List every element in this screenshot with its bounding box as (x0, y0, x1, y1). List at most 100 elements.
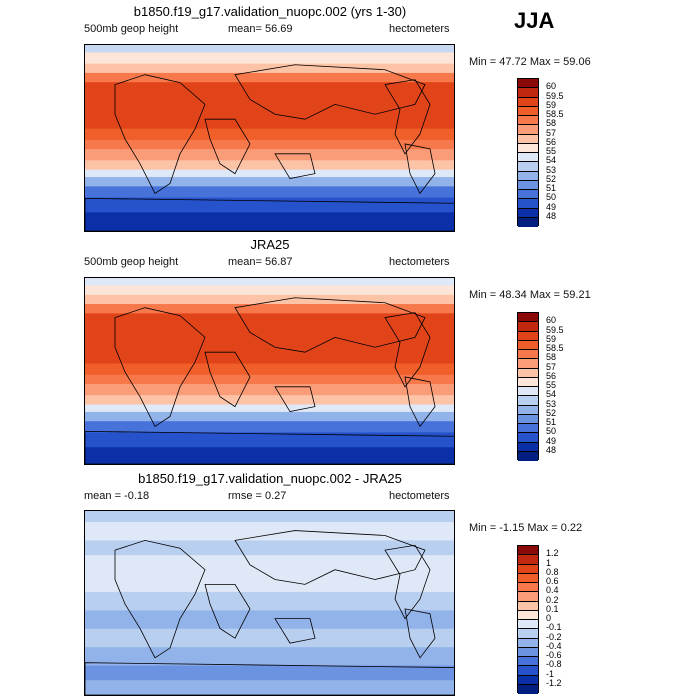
coastline (85, 197, 454, 231)
colorbar-tick-label: 49 (546, 201, 557, 212)
colorbar-swatch (518, 610, 538, 620)
colorbar-swatch (518, 97, 538, 107)
colorbar-swatch (518, 217, 538, 227)
colorbar-swatch (518, 340, 538, 350)
coastline (274, 618, 316, 644)
field-band (85, 294, 454, 305)
colorbar-swatch (518, 396, 538, 406)
coastline (114, 74, 206, 194)
colorbar-tick-label: 60 (546, 315, 557, 326)
field-band (85, 278, 454, 286)
field-band (85, 212, 454, 231)
colorbar-swatch (518, 638, 538, 648)
coastline (274, 153, 316, 180)
panel2-variable-label: 500mb geop height (84, 256, 179, 268)
field-band (85, 63, 454, 74)
colorbar-tick-label: 0.8 (546, 566, 559, 577)
panel2-map (84, 277, 455, 465)
panel1-minmax: Min = 47.72 Max = 59.06 (469, 56, 591, 68)
field-band (85, 72, 454, 83)
field-band (85, 395, 454, 405)
colorbar-swatch (518, 88, 538, 98)
field-band (85, 680, 454, 695)
field-band (85, 304, 454, 314)
map-field-2 (85, 278, 454, 464)
colorbar-tick-label: 53 (546, 164, 557, 175)
colorbar-swatch (518, 208, 538, 218)
field-band (85, 363, 454, 376)
field-band (85, 128, 454, 141)
colorbar-tick-label: 1 (546, 557, 552, 568)
colorbar-tick-label: -0.2 (546, 631, 562, 642)
field-band (85, 139, 454, 150)
panel2-units: hectometers (389, 256, 450, 268)
panel1-units: hectometers (389, 23, 450, 35)
coastline (204, 351, 251, 408)
colorbar-tick-label: 57 (546, 361, 557, 372)
colorbar-swatch (518, 143, 538, 153)
field-band (85, 186, 454, 199)
field-band (85, 82, 454, 130)
field-band (85, 313, 454, 365)
colorbar-swatch (518, 583, 538, 593)
colorbar-tick-label: 59.5 (546, 324, 564, 335)
colorbar-tick-label: 58.5 (546, 343, 564, 353)
field-band (85, 169, 454, 178)
coastline (404, 376, 436, 428)
panel3-rmse: rmse = 0.27 (228, 490, 287, 502)
colorbar-tick-label: 49 (546, 435, 557, 446)
colorbar-tick-label: 51 (546, 417, 557, 427)
colorbar-swatch (518, 162, 538, 172)
colorbar-tick-label: -0.1 (546, 622, 562, 633)
coastline (204, 118, 251, 175)
colorbar-tick-label: 55 (546, 380, 557, 390)
panel3-units: hectometers (389, 490, 450, 502)
colorbar-tick-label: -1.2 (546, 677, 562, 688)
colorbar-tick-label: 58 (546, 352, 557, 363)
coastline (85, 662, 454, 695)
field-band (85, 647, 454, 667)
field-band (85, 628, 454, 648)
coastline (114, 307, 206, 427)
colorbar-tick-label: 58.5 (546, 109, 564, 119)
field-band (85, 665, 454, 681)
colorbar-tick-label: 57 (546, 127, 557, 138)
colorbar-swatch (518, 322, 538, 332)
colorbar-tick-label: -0.8 (546, 659, 562, 670)
colorbar-tick-label: 50 (546, 192, 557, 203)
coastline (274, 386, 316, 413)
colorbar-swatch (518, 424, 538, 434)
colorbar-tick-label: 48 (546, 210, 557, 221)
field-band (85, 374, 454, 385)
map-field-1 (85, 45, 454, 231)
coastline (384, 312, 431, 388)
panel2-mean: mean= 56.87 (228, 256, 293, 268)
colorbar-tick-label: 0.1 (546, 603, 559, 614)
colorbar-swatch (518, 134, 538, 144)
field-band (85, 522, 454, 541)
colorbar-swatch (518, 377, 538, 387)
colorbar-swatch (518, 199, 538, 209)
panel3-title: b1850.f19_g17.validation_nuopc.002 - JRA… (138, 471, 402, 486)
colorbar-tick-label: 0.6 (546, 576, 559, 586)
colorbar-tick-label: 56 (546, 370, 557, 381)
panel3-mean: mean = -0.18 (84, 490, 150, 502)
field-band (85, 447, 454, 464)
colorbar-swatch (518, 190, 538, 200)
field-band (85, 384, 454, 396)
colorbar-swatch (518, 116, 538, 126)
colorbar-swatch (518, 153, 538, 163)
coastline (234, 64, 426, 120)
field-band (85, 197, 454, 213)
panel1-colorbar (517, 78, 539, 227)
panel1-title: b1850.f19_g17.validation_nuopc.002 (yrs … (133, 4, 407, 19)
colorbar-tick-label: 1.2 (546, 548, 559, 559)
panel1-map (84, 44, 455, 232)
coastline (404, 143, 436, 195)
colorbar-swatch (518, 675, 538, 685)
panel3-colorbar (517, 545, 539, 694)
colorbar-tick-label: -0.6 (546, 650, 562, 660)
colorbar-swatch (518, 666, 538, 676)
coastline (234, 530, 426, 585)
colorbar-tick-label: 0.2 (546, 594, 559, 605)
